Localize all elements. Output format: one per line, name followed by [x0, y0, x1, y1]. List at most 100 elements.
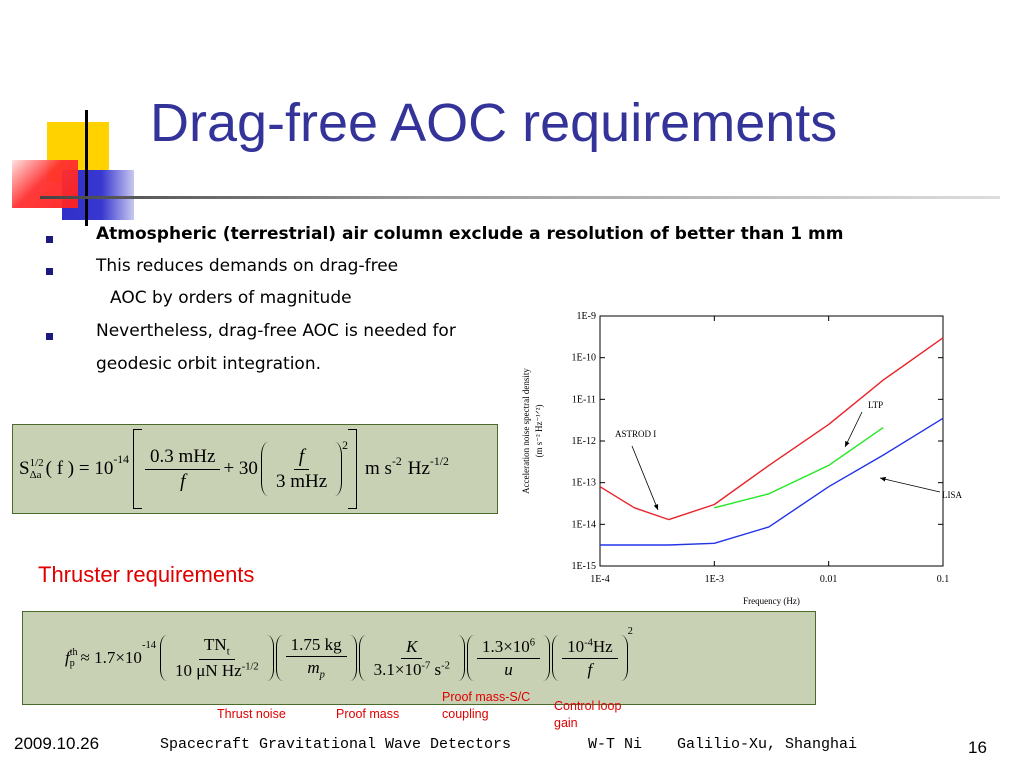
x-tick-label: 1E-4: [590, 574, 609, 585]
y-axis-label: (m s⁻² Hz⁻¹ᐟ²): [534, 405, 544, 458]
bullet-text: Atmospheric (terrestrial) air column exc…: [96, 224, 844, 244]
equation-part: th: [69, 647, 78, 658]
equation-part: 6: [529, 636, 536, 648]
bullet-marker: [46, 236, 53, 243]
equation-part: -14: [113, 453, 130, 466]
fraction-numerator: TNt: [199, 635, 235, 660]
bullet-text: Nevertheless, drag-free AOC is needed fo…: [96, 321, 456, 341]
par: [543, 635, 551, 681]
equation-part: -2: [441, 659, 450, 671]
fraction-denominator: mp: [302, 657, 330, 680]
series-label: LISA: [942, 490, 963, 500]
fraction-numerator: 0.3 mHz: [145, 446, 221, 470]
par: [350, 635, 357, 681]
footer-page: 16: [968, 738, 987, 757]
frac: 1.3×106 u: [476, 636, 541, 680]
series-line: [599, 337, 944, 521]
par: [466, 635, 474, 681]
y-tick-label: 1E-14: [572, 519, 596, 530]
deco-red: [12, 160, 78, 208]
par: [260, 442, 268, 496]
factor-label: Proof mass: [336, 707, 400, 721]
equation-part: -4: [584, 636, 593, 648]
footer-venue: Galilio-Xu, Shanghai: [677, 736, 858, 753]
frac: 1.75 kg mp: [285, 635, 347, 681]
equation-part: 10 μN Hz: [174, 660, 242, 680]
equation-part: Δa: [29, 469, 42, 481]
fraction-numerator: 1.75 kg: [285, 635, 347, 658]
equation-part: -14: [141, 640, 156, 651]
equation-part: Hz: [592, 636, 613, 656]
bullet-text: This reduces demands on drag-free: [96, 256, 399, 276]
fraction-denominator: f: [180, 470, 186, 492]
x-tick-label: 1E-3: [705, 574, 724, 585]
equation-part: 1/2 Δa: [30, 457, 44, 481]
par: [159, 635, 167, 681]
fraction-denominator: 3 mHz: [275, 470, 328, 492]
factor-label: Proof mass-S/C coupling: [442, 690, 531, 721]
equation-part: Hz: [407, 458, 430, 479]
series-label: ASTROD I: [615, 429, 656, 439]
footer-date: 2009.10.26: [14, 734, 100, 753]
equation-part: p: [69, 658, 75, 669]
fraction-denominator: 3.1×10-7 s-2: [369, 659, 455, 680]
par: [621, 635, 628, 681]
fraction-denominator: u: [504, 659, 513, 679]
y-axis-label: Acceleration noise spectral density: [521, 368, 531, 494]
equation-part: 3.1×10: [373, 659, 422, 679]
x-tick-label: 0.01: [820, 574, 838, 585]
factor-label: Control loop gain: [554, 699, 622, 730]
bullet-marker: [46, 268, 53, 275]
equation-part: -1/2: [241, 661, 259, 673]
fraction-numerator: 1.3×106: [476, 636, 541, 659]
slide-title: Drag-free AOC requirements: [150, 93, 838, 153]
x-axis-label: Frequency (Hz): [743, 596, 800, 606]
bullet-text: geodesic orbit integration.: [96, 354, 321, 374]
par: [552, 635, 559, 681]
equation-part: ( f ) = 10: [45, 458, 114, 479]
equation-part: 2: [342, 439, 349, 452]
series-label: LTP: [868, 400, 883, 410]
bullet-text: AOC by orders of magnitude: [110, 288, 352, 308]
par: [335, 442, 343, 496]
equation-part: -1/2: [429, 455, 449, 468]
deco-vline: [85, 110, 88, 226]
y-tick-label: 1E-12: [572, 436, 596, 447]
par: [458, 635, 465, 681]
equation-part: m: [307, 658, 320, 678]
equation-part: 2: [627, 626, 633, 637]
section-heading: Thruster requirements: [38, 562, 255, 587]
y-tick-label: 1E-15: [572, 561, 596, 572]
equation-box: f th p ≈ 1.7×10 -14 TNt 10 μN Hz-1/2 1.75 kg…: [22, 611, 816, 705]
fraction-numerator: f: [293, 446, 310, 470]
annotation-arrow: [631, 445, 659, 511]
equation-part: t: [226, 646, 230, 658]
equation-part: -2: [391, 455, 402, 468]
y-tick-label: 1E-9: [577, 311, 596, 322]
annotation-arrow: [879, 476, 941, 493]
equation-part: + 30: [223, 458, 258, 479]
equation-part: s: [434, 659, 442, 679]
y-tick-label: 1E-13: [572, 478, 596, 489]
frac: 10-4Hz f: [562, 637, 618, 680]
par: [267, 635, 274, 681]
equation-part: TN: [204, 635, 227, 655]
equation-part: p: [319, 669, 325, 681]
y-tick-label: 1E-10: [572, 353, 596, 364]
frac: K 3.1×10-7 s-2: [369, 637, 455, 680]
factor-label: Thrust noise: [217, 707, 286, 721]
equation-part: m s: [365, 458, 392, 479]
equation-part: 10: [567, 636, 585, 656]
series-line: [714, 427, 884, 509]
footer-author: W-T Ni: [588, 736, 643, 753]
equation-part: 1/2: [29, 457, 44, 469]
fraction-numerator: 10-4Hz: [562, 637, 618, 659]
brk: [348, 429, 358, 509]
footer-talk: Spacecraft Gravitational Wave Detectors: [160, 736, 512, 753]
x-tick-label: 0.1: [937, 574, 950, 585]
equation-part: ≈ 1.7×10: [80, 648, 142, 667]
deco-hline: [40, 196, 1000, 199]
